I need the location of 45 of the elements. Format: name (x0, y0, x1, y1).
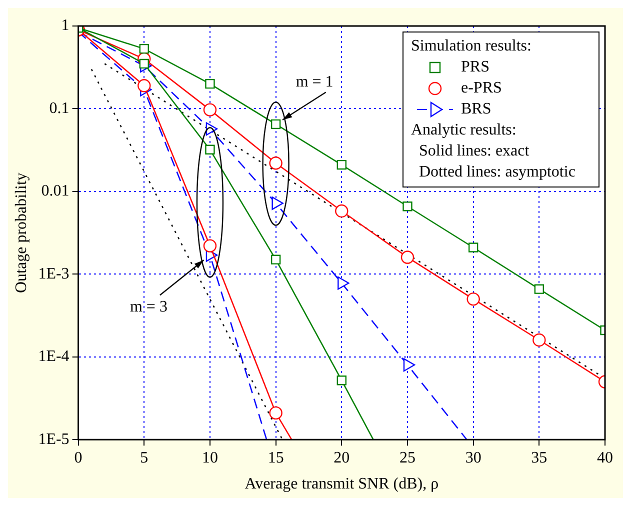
y-tick-label: 1E-3 (38, 265, 70, 282)
x-tick-label: 0 (74, 449, 82, 466)
point (534, 284, 544, 294)
point (466, 292, 480, 306)
point (270, 254, 281, 264)
x-tick-label: 5 (140, 449, 148, 466)
point (336, 160, 346, 170)
point (203, 239, 217, 252)
x-tick-label: 30 (465, 449, 482, 466)
point (335, 204, 348, 218)
point (270, 119, 281, 130)
y-tick-label: 0.01 (41, 182, 70, 200)
annotation: m = 3 (130, 298, 168, 316)
x-tick-label: 25 (399, 449, 416, 466)
point (269, 406, 282, 420)
y-axis-title: Outage probability (12, 172, 30, 294)
point (402, 202, 412, 212)
point (139, 58, 149, 69)
annotation: Solid lines: exact (419, 142, 530, 160)
y-tick-label: 1E-5 (38, 430, 70, 448)
annotation: m = 1 (296, 73, 334, 90)
point (139, 44, 149, 54)
point (269, 156, 282, 170)
point (468, 242, 478, 252)
legend-label: e-PRS (461, 80, 502, 97)
legend-label: PRS (461, 58, 490, 76)
y-tick-label: 0.1 (49, 100, 70, 117)
x-tick-label: 35 (531, 449, 548, 466)
annotation: Analytic results: (411, 122, 516, 139)
y-tick-label: 1 (61, 17, 70, 34)
annotation: Dotted lines: asymptotic (419, 164, 576, 181)
x-axis-title: Average transmit SNR (dB), ρ (244, 476, 439, 493)
x-tick-label: 15 (268, 449, 284, 466)
point (205, 144, 215, 154)
point (532, 333, 546, 347)
x-tick-label: 40 (597, 449, 613, 466)
point (400, 250, 414, 264)
x-tick-label: 10 (202, 449, 218, 466)
point (203, 103, 217, 116)
y-tick-label: 1E-4 (38, 348, 70, 366)
legend-title: Simulation results: (411, 38, 532, 55)
point (336, 376, 346, 386)
x-tick-label: 20 (334, 449, 350, 466)
point (205, 78, 215, 89)
legend-label: BRS (461, 100, 492, 118)
